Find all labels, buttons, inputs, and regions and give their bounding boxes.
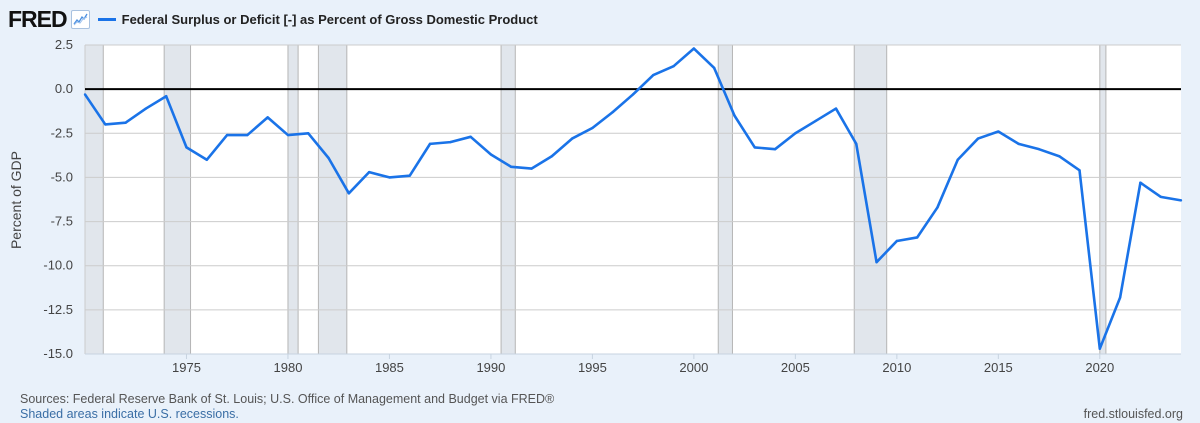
data-point: [83, 93, 87, 96]
x-tick-label: 2005: [781, 360, 810, 375]
data-point: [733, 114, 736, 117]
data-point: [875, 260, 878, 264]
data-point: [631, 93, 635, 96]
chart-header: FRED Federal Surplus or Deficit [-] as P…: [8, 6, 538, 32]
data-point: [712, 66, 716, 70]
line-chart-icon: [70, 9, 90, 29]
legend-label: Federal Surplus or Deficit [-] as Percen…: [121, 11, 538, 27]
data-point: [388, 176, 391, 179]
data-point: [915, 236, 919, 239]
data-point: [936, 206, 939, 209]
y-tick-label: -12.5: [43, 302, 73, 317]
data-point: [449, 140, 452, 144]
recession-band: [318, 45, 347, 354]
recession-band: [164, 45, 191, 354]
data-point: [855, 142, 858, 146]
data-point: [286, 133, 290, 137]
data-point: [1139, 181, 1142, 184]
y-tick-label: -5.0: [51, 169, 73, 184]
data-point: [428, 142, 432, 146]
data-point: [124, 121, 127, 124]
data-point: [246, 133, 249, 137]
x-tick-label: 1975: [172, 360, 201, 375]
legend-swatch: [97, 17, 116, 21]
x-tick-label: 1995: [578, 360, 607, 375]
data-point: [976, 137, 980, 140]
data-point: [773, 147, 777, 151]
x-tick-label: 2020: [1085, 360, 1114, 375]
x-tick-label: 2015: [984, 360, 1013, 375]
data-point: [591, 126, 594, 130]
data-point: [611, 110, 614, 114]
data-point: [895, 239, 899, 243]
recession-band: [854, 45, 887, 354]
x-tick-label: 2000: [679, 360, 708, 375]
y-tick-label: -10.0: [43, 258, 73, 273]
data-point: [1017, 142, 1020, 146]
data-point: [1058, 155, 1061, 158]
data-point: [814, 119, 817, 123]
y-tick-label: 0.0: [55, 81, 73, 96]
data-point: [1118, 296, 1122, 299]
data-point: [530, 167, 533, 170]
x-tick-label: 2010: [882, 360, 911, 375]
fred-url-link[interactable]: fred.stlouisfed.org: [1083, 407, 1183, 421]
recession-band: [287, 45, 299, 354]
data-point: [834, 107, 838, 110]
fred-logo[interactable]: FRED: [8, 6, 68, 32]
data-point: [408, 174, 411, 177]
y-tick-label: -7.5: [51, 214, 73, 229]
x-tick-label: 1985: [375, 360, 404, 375]
plot-area: [85, 45, 1181, 354]
x-tick-label: 1980: [274, 360, 303, 375]
data-point: [104, 123, 107, 126]
data-point: [794, 132, 797, 135]
data-point: [266, 116, 269, 119]
y-tick-label: -15.0: [43, 346, 73, 361]
data-point: [489, 153, 493, 156]
data-point: [997, 130, 1000, 133]
data-point: [570, 137, 574, 140]
data-point: [692, 47, 696, 50]
sources-note: Sources: Federal Reserve Bank of St. Lou…: [20, 392, 555, 406]
data-point: [1159, 195, 1162, 199]
data-point: [652, 73, 655, 77]
y-tick-label: 2.5: [55, 37, 73, 52]
data-point: [1098, 347, 1102, 350]
data-point: [185, 146, 188, 149]
data-point: [469, 135, 472, 139]
data-point: [225, 133, 229, 137]
y-tick-label: -2.5: [51, 125, 73, 140]
data-points: [83, 47, 1183, 350]
data-point: [1179, 199, 1183, 202]
x-tick-labels: 1975 1980 1985 1990 1995 2000 2005 2010 2015 2020: [172, 354, 1114, 375]
data-point: [1037, 147, 1041, 151]
recession-band: [1099, 45, 1106, 354]
recession-band: [718, 45, 733, 354]
data-point: [327, 156, 330, 160]
data-point: [144, 107, 148, 110]
data-point: [164, 95, 168, 98]
data-point: [510, 165, 513, 169]
data-point: [956, 158, 959, 161]
data-point: [753, 146, 756, 149]
data-point: [205, 158, 208, 161]
data-point: [672, 64, 675, 68]
data-point: [347, 192, 351, 195]
recession-band: [501, 45, 516, 354]
recession-band: [85, 45, 104, 354]
recession-note: Shaded areas indicate U.S. recessions.: [20, 407, 239, 421]
data-point: [1078, 169, 1081, 172]
x-tick-label: 1990: [476, 360, 505, 375]
y-tick-labels: 2.5 0.0 -2.5 -5.0 -7.5 -10.0 -12.5 -15.0: [43, 37, 73, 361]
data-point: [550, 155, 554, 158]
data-point: [307, 132, 310, 135]
data-point: [367, 170, 371, 174]
